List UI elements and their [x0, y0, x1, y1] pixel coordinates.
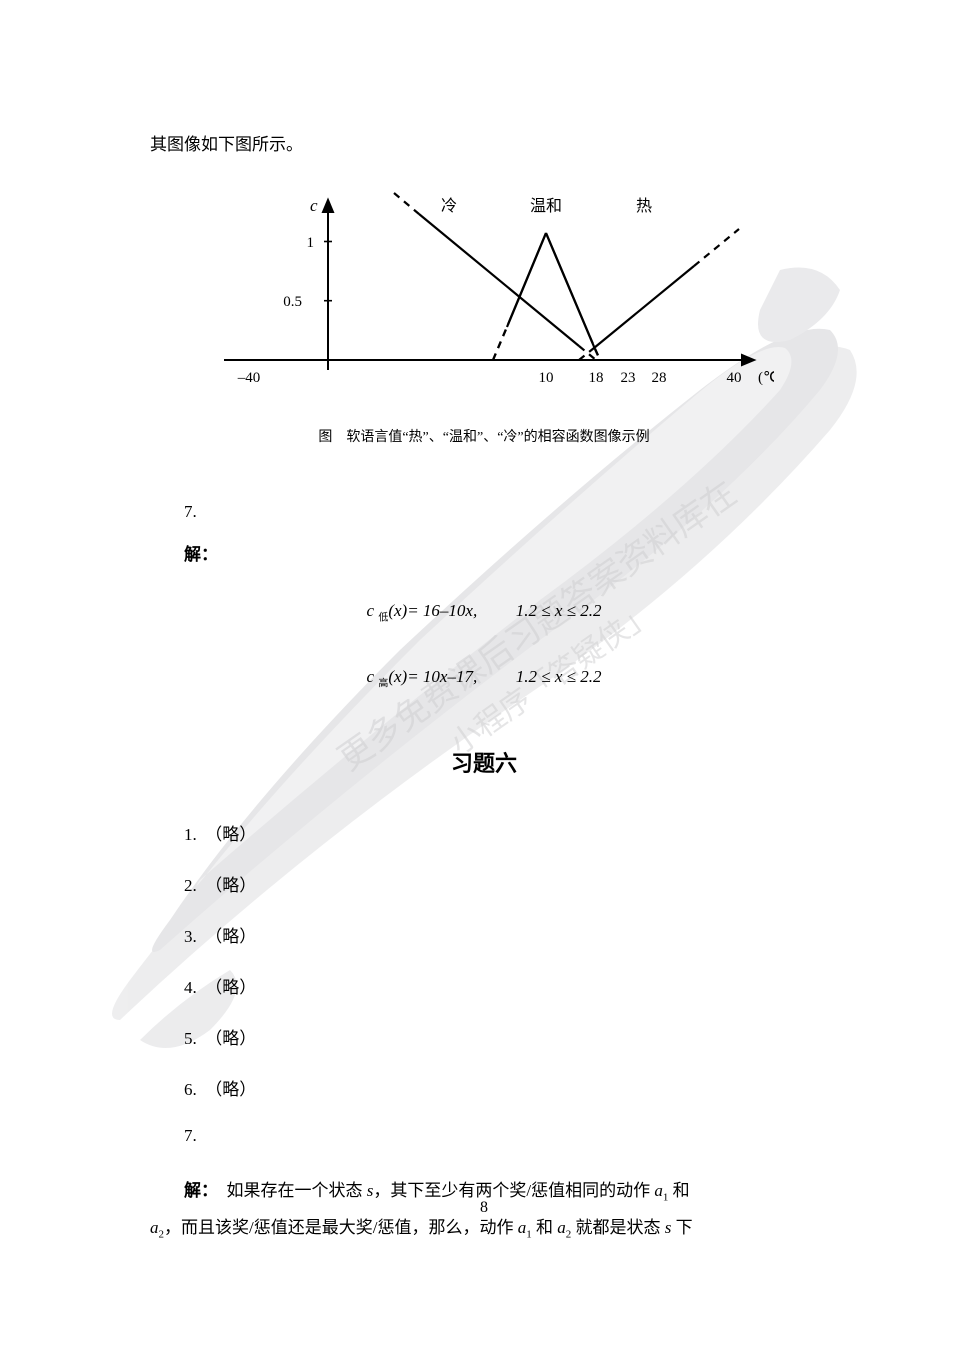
svg-text:1: 1	[307, 235, 315, 251]
list-item: 1. （略）	[150, 820, 818, 845]
svg-text:18: 18	[589, 370, 604, 386]
svg-text:23: 23	[621, 370, 636, 386]
svg-text:热: 热	[636, 197, 652, 215]
chart-xticks: –40 10 18 23 28 40	[237, 370, 742, 386]
svg-text:28: 28	[652, 370, 667, 386]
svg-text:温和: 温和	[530, 197, 562, 215]
intro-text: 其图像如下图所示。	[150, 130, 818, 155]
svg-text:40: 40	[727, 370, 742, 386]
svg-text:冷: 冷	[441, 197, 457, 215]
y-axis-label: c	[310, 196, 318, 215]
solution-paragraph: 解： 如果存在一个状态 s，其下至少有两个奖/惩值相同的动作 a1 和 a2，而…	[150, 1172, 818, 1247]
chart-yticks: 0.5 1	[283, 235, 332, 310]
list-item: 6. （略）	[150, 1075, 818, 1100]
question-7: 7.	[150, 502, 818, 522]
svg-text:10: 10	[539, 370, 554, 386]
formula-high: c 高(x)= 10x–17, 1.2 ≤ x ≤ 2.2	[150, 667, 818, 689]
list-item: 5. （略）	[150, 1024, 818, 1049]
exercise-list: 1. （略） 2. （略） 3. （略） 4. （略） 5. （略） 6. （略…	[150, 820, 818, 1146]
formula-low: c 低(x)= 16–10x, 1.2 ≤ x ≤ 2.2	[150, 601, 818, 623]
list-item: 2. （略）	[150, 871, 818, 896]
membership-chart: 0.5 1 c –40 10 18 23 28 40 (℃)	[194, 185, 774, 446]
chart-categories: 冷 温和 热	[441, 197, 652, 215]
chart-caption: 图 软语言值“热”、“温和”、“冷”的相容函数图像示例	[194, 426, 774, 446]
list-item: 4. （略）	[150, 973, 818, 998]
svg-text:–40: –40	[237, 370, 261, 386]
x-axis-label: (℃)	[758, 370, 774, 386]
svg-text:0.5: 0.5	[283, 294, 302, 310]
list-item: 3. （略）	[150, 922, 818, 947]
section-title: 习题六	[150, 746, 818, 778]
answer-label: 解：	[150, 540, 818, 565]
list-item: 7.	[150, 1126, 818, 1146]
